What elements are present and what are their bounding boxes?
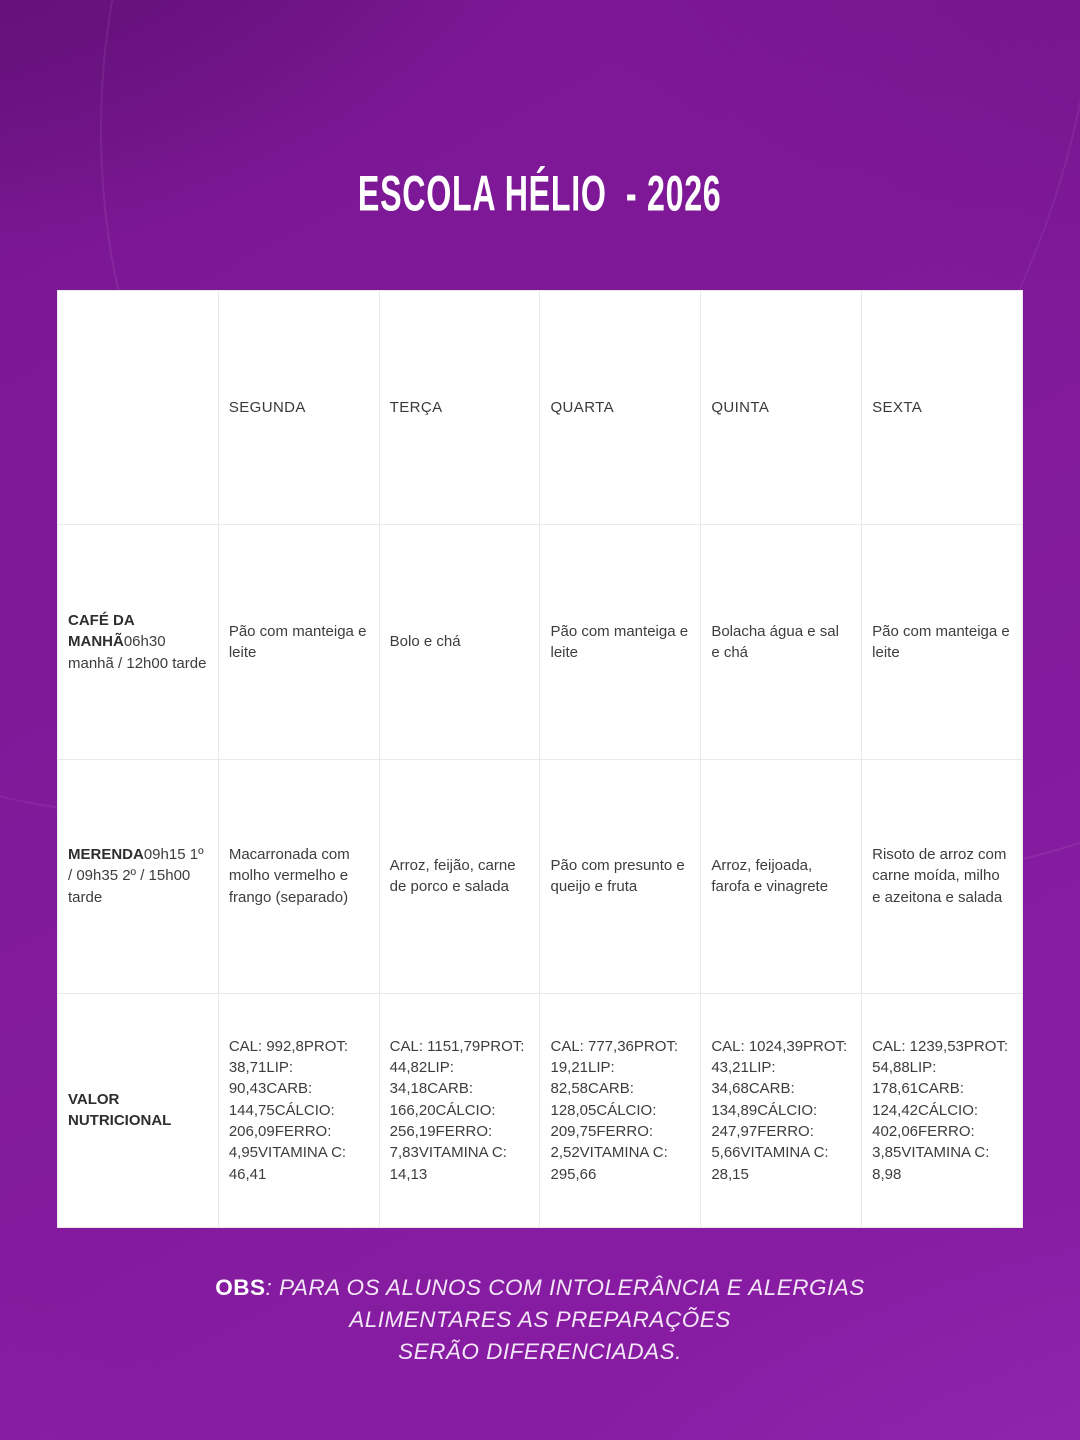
meal-schedule: 06h30 manhã / 12h00 tarde	[68, 633, 207, 672]
cell-nutri-quinta: CAL: 1024,39PROT: 43,21LIP: 34,68CARB: 1…	[700, 992, 863, 1229]
day-header-row: SEGUNDA TERÇA QUARTA QUINTA SEXTA	[57, 289, 1023, 526]
note-label: OBS	[215, 1275, 266, 1300]
allergy-note-line-1: OBS: PARA OS ALUNOS COM INTOLERÂNCIA E A…	[0, 1272, 1080, 1304]
allergy-note-line-3: SERÃO DIFERENCIADAS.	[398, 1339, 682, 1364]
row-valor-nutricional: VALOR NUTRICIONAL CAL: 992,8PROT: 38,71L…	[57, 992, 1023, 1229]
cell-nutri-segunda: CAL: 992,8PROT: 38,71LIP: 90,43CARB: 144…	[217, 992, 380, 1229]
cell-nutri-sexta: CAL: 1239,53PROT: 54,88LIP: 178,61CARB: …	[861, 992, 1023, 1229]
day-header-quinta: QUINTA	[700, 289, 863, 526]
meal-name: CAFÉ DA MANHÃ	[68, 611, 135, 651]
weekly-menu-table-container: SEGUNDA TERÇA QUARTA QUINTA SEXTA CAFÉ D…	[57, 289, 1023, 1229]
cell-merenda-quarta: Pão com presunto e queijo e fruta	[539, 758, 702, 994]
cell-cafe-quinta: Bolacha água e sal e chá	[700, 524, 863, 760]
page-title: ESCOLA HÉLIO - 2026	[0, 164, 1080, 222]
cell-cafe-segunda: Pão com manteiga e leite	[217, 524, 380, 760]
note-text-1: : PARA OS ALUNOS COM INTOLERÂNCIA E ALER…	[265, 1275, 865, 1300]
row-merenda: MERENDA09h15 1º / 09h35 2º / 15h00 tarde…	[57, 758, 1023, 994]
cell-merenda-terca: Arroz, feijão, carne de porco e salada	[378, 758, 541, 994]
cell-merenda-segunda: Macarronada com molho vermelho e frango …	[217, 758, 380, 994]
page-title-text: ESCOLA HÉLIO - 2026	[358, 164, 722, 222]
corner-cell	[57, 289, 219, 526]
row-label-valor-nutricional: VALOR NUTRICIONAL	[57, 992, 219, 1229]
row-cafe-da-manha: CAFÉ DA MANHÃ06h30 manhã / 12h00 tarde P…	[57, 524, 1023, 760]
cell-merenda-quinta: Arroz, feijoada, farofa e vinagrete	[700, 758, 863, 994]
meal-name: VALOR NUTRICIONAL	[68, 1091, 172, 1130]
cell-nutri-terca: CAL: 1151,79PROT: 44,82LIP: 34,18CARB: 1…	[378, 992, 541, 1229]
day-header-sexta: SEXTA	[861, 289, 1023, 526]
cell-merenda-sexta: Risoto de arroz com carne moída, milho e…	[861, 758, 1023, 994]
day-header-terca: TERÇA	[378, 289, 541, 526]
cell-cafe-terca: Bolo e chá	[378, 524, 541, 760]
meal-schedule: 09h15 1º / 09h35 2º / 15h00 tarde	[68, 846, 204, 906]
row-label-cafe-da-manha: CAFÉ DA MANHÃ06h30 manhã / 12h00 tarde	[57, 524, 219, 760]
row-label-merenda: MERENDA09h15 1º / 09h35 2º / 15h00 tarde	[57, 758, 219, 994]
allergy-note-line-2: ALIMENTARES AS PREPARAÇÕES	[349, 1307, 731, 1332]
cell-cafe-sexta: Pão com manteiga e leite	[861, 524, 1023, 760]
cell-cafe-quarta: Pão com manteiga e leite	[539, 524, 702, 760]
day-header-segunda: SEGUNDA	[217, 289, 380, 526]
allergy-note: OBS: PARA OS ALUNOS COM INTOLERÂNCIA E A…	[0, 1272, 1080, 1368]
cell-nutri-quarta: CAL: 777,36PROT: 19,21LIP: 82,58CARB: 12…	[539, 992, 702, 1229]
meal-name: MERENDA	[68, 846, 144, 864]
weekly-menu-table: SEGUNDA TERÇA QUARTA QUINTA SEXTA CAFÉ D…	[57, 289, 1023, 1229]
day-header-quarta: QUARTA	[539, 289, 702, 526]
